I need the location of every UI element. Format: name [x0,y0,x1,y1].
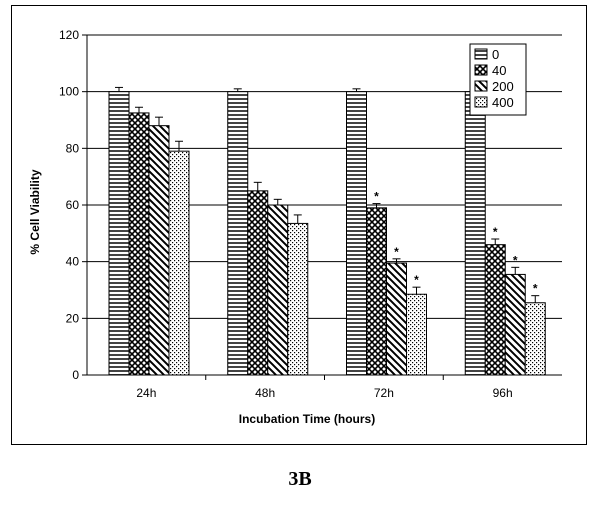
bar [168,150,190,376]
bar [484,244,506,376]
bar [267,204,289,376]
bar [128,112,150,376]
tick-labels: 0 20 40 60 80 100 120 24h 48h * * * 72h * * * 96h [59,28,538,400]
x-tick-label: 96h [493,386,513,400]
x-tick-label: 48h [255,386,275,400]
legend-label: 40 [492,63,506,78]
y-tick-label: 20 [66,311,80,325]
chart-frame: 0 20 40 60 80 100 120 24h 48h * * * 72h * * * 96h % Cell… [11,5,587,445]
bar [108,91,130,376]
significance-marker: * [414,273,419,287]
legend-label: 200 [492,79,514,94]
bar [366,207,387,376]
legend-swatch [474,64,488,76]
legend-label: 400 [492,95,514,110]
bar-chart: 0 20 40 60 80 100 120 24h 48h * * * 72h * * * 96h % Cell… [28,28,562,426]
y-tick-label: 0 [72,368,79,382]
bar [346,91,367,376]
legend-label: 0 [492,47,499,62]
bars [108,86,546,376]
y-axis-label: % Cell Viability [28,169,42,254]
bar [464,91,486,376]
bar [524,302,546,376]
bar [148,125,170,376]
x-tick-label: 24h [136,386,156,400]
bar [287,222,309,376]
significance-marker: * [513,253,518,267]
y-tick-label: 60 [66,198,80,212]
legend-swatch [474,48,488,60]
x-axis-label: Incubation Time (hours) [239,412,375,426]
legend-swatch [474,80,488,92]
y-tick-label: 120 [59,28,79,42]
bar [406,293,427,376]
significance-marker: * [374,190,379,204]
x-tick-label: 72h [374,386,394,400]
bar [386,262,407,376]
bar [504,273,526,376]
figure-label: 3B [288,468,312,490]
y-tick-label: 100 [59,85,79,99]
y-tick-label: 40 [66,255,80,269]
significance-marker: * [394,245,399,259]
bar [227,91,249,376]
bar [247,190,269,376]
significance-marker: * [533,282,538,296]
significance-marker: * [493,225,498,239]
y-tick-label: 80 [66,141,80,155]
legend-swatch [474,96,488,108]
